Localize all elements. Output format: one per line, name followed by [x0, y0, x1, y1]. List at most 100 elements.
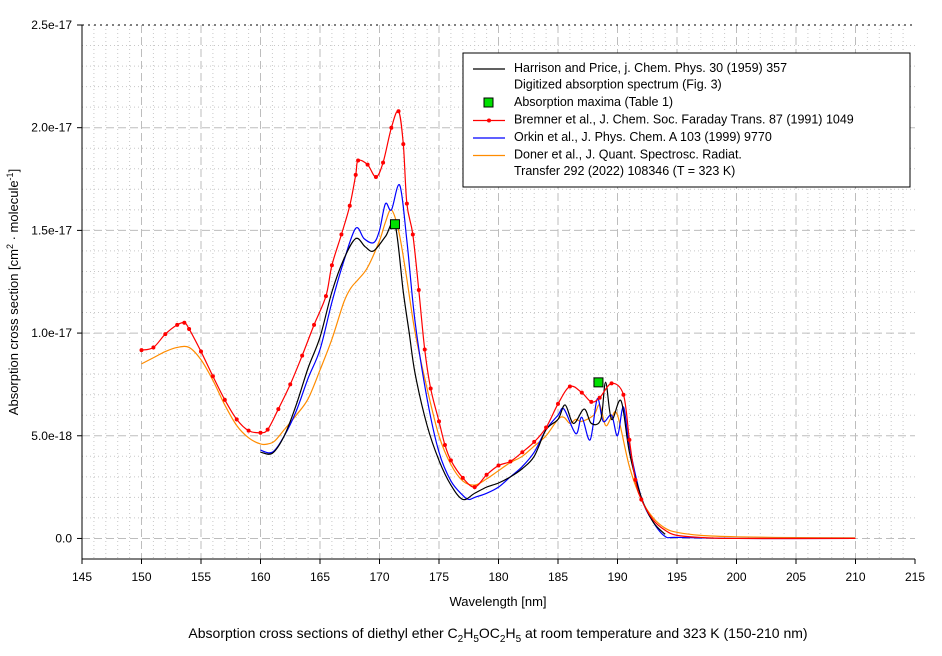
data-point-bremner	[532, 439, 537, 444]
y-tick-label: 1.0e-17	[31, 326, 72, 340]
data-point-bremner	[222, 397, 227, 402]
data-point-bremner	[437, 419, 441, 424]
data-point-bremner	[353, 172, 358, 177]
data-point-bremner	[460, 475, 465, 480]
y-tick-label: 0.0	[55, 531, 72, 545]
data-point-bremner	[404, 201, 409, 206]
legend-item: Doner et al., J. Quant. Spectrosc. Radia…	[473, 148, 742, 178]
x-tick-label: 175	[429, 570, 449, 584]
x-axis-label: Wavelength [nm]	[449, 594, 546, 609]
legend-label: Transfer 292 (2022) 108346 (T = 323 K)	[514, 164, 735, 178]
data-point-bremner	[520, 450, 525, 455]
data-point-bremner	[484, 472, 489, 477]
legend-item: Absorption maxima (Table 1)	[483, 95, 673, 109]
x-tick-label: 170	[369, 570, 389, 584]
data-point-bremner	[422, 347, 427, 352]
absorption-maximum-marker	[593, 377, 604, 388]
data-point-bremner	[258, 430, 263, 435]
x-tick-label: 180	[488, 570, 508, 584]
data-point-bremner	[246, 428, 251, 433]
x-tick-label: 145	[72, 570, 92, 584]
data-point-bremner	[589, 399, 594, 404]
data-point-bremner	[151, 345, 156, 350]
data-point-bremner	[579, 390, 584, 395]
legend-item: Harrison and Price, j. Chem. Phys. 30 (1…	[473, 61, 787, 92]
x-tick-label: 205	[786, 570, 806, 584]
data-point-bremner	[373, 174, 378, 179]
data-point-bremner	[210, 374, 215, 379]
data-point-bremner	[410, 232, 415, 237]
data-point-bremner	[312, 322, 317, 327]
data-point-bremner	[556, 401, 560, 406]
legend-label: Orkin et al., J. Phys. Chem. A 103 (1999…	[514, 130, 772, 144]
legend-label: Bremner et al., J. Chem. Soc. Faraday Tr…	[514, 113, 854, 127]
data-point-bremner	[633, 477, 638, 482]
data-point-bremner	[356, 158, 361, 163]
data-point-bremner	[163, 332, 168, 337]
x-tick-label: 150	[131, 570, 151, 584]
data-point-bremner	[175, 322, 180, 327]
x-tick-label: 165	[310, 570, 330, 584]
data-point-bremner	[389, 125, 394, 130]
x-tick-label: 185	[548, 570, 568, 584]
legend-marker-icon	[487, 118, 491, 123]
x-tick-label: 210	[845, 570, 865, 584]
legend-item: Bremner et al., J. Chem. Soc. Faraday Tr…	[473, 113, 854, 127]
legend: Harrison and Price, j. Chem. Phys. 30 (1…	[462, 52, 911, 188]
legend-label: Absorption maxima (Table 1)	[514, 95, 673, 109]
data-point-bremner	[265, 427, 270, 432]
data-point-bremner	[276, 407, 281, 412]
series-line-doner	[141, 209, 856, 539]
data-point-bremner	[300, 353, 305, 358]
chart-caption: Absorption cross sections of diethyl eth…	[188, 625, 807, 645]
legend-box	[462, 52, 911, 188]
series-layer	[139, 109, 856, 540]
x-tick-label: 195	[667, 570, 687, 584]
data-point-bremner	[401, 142, 406, 147]
data-point-bremner	[428, 386, 433, 391]
data-point-bremner	[442, 443, 447, 448]
data-point-bremner	[621, 392, 626, 397]
y-tick-label: 2.5e-17	[31, 18, 72, 32]
y-axis-label: Absorption cross section [cm2 · molecule…	[5, 169, 21, 415]
data-point-bremner	[597, 395, 602, 400]
x-tick-label: 160	[250, 570, 270, 584]
axes: 145 150 155 160 165 170 175 180 185 190 195 200 205 2…	[31, 18, 925, 584]
data-point-bremner	[396, 109, 401, 114]
absorption-maximum-marker	[389, 219, 400, 230]
data-point-bremner	[339, 232, 344, 237]
data-point-bremner	[567, 384, 572, 389]
data-point-bremner	[234, 417, 239, 422]
data-point-bremner	[182, 320, 187, 325]
data-point-bremner	[448, 458, 453, 463]
series-line-harrison	[260, 221, 666, 535]
data-point-bremner	[365, 162, 370, 167]
x-tick-label: 190	[607, 570, 627, 584]
legend-square-icon	[483, 97, 494, 108]
legend-item: Orkin et al., J. Phys. Chem. A 103 (1999…	[473, 130, 772, 144]
data-point-bremner	[288, 382, 293, 387]
data-point-bremner	[544, 425, 549, 430]
legend-label: Harrison and Price, j. Chem. Phys. 30 (1…	[514, 61, 787, 75]
data-point-bremner	[416, 287, 421, 292]
x-tick-label: 215	[905, 570, 925, 584]
y-tick-label: 5.0e-18	[31, 429, 72, 443]
x-tick-label: 155	[191, 570, 211, 584]
data-point-bremner	[627, 437, 632, 442]
legend-label: Digitized absorption spectrum (Fig. 3)	[514, 78, 722, 92]
y-tick-label: 2.0e-17	[31, 121, 72, 135]
data-point-bremner	[609, 381, 614, 386]
legend-label: Doner et al., J. Quant. Spectrosc. Radia…	[514, 148, 742, 162]
data-point-bremner	[472, 485, 477, 490]
series-line-orkin	[260, 184, 856, 540]
data-point-bremner	[508, 459, 513, 464]
data-point-bremner	[199, 349, 203, 354]
data-point-bremner	[187, 326, 192, 331]
data-point-bremner	[323, 294, 328, 299]
data-point-bremner	[639, 497, 644, 502]
y-tick-label: 1.5e-17	[31, 223, 72, 237]
data-point-bremner	[329, 263, 334, 268]
x-tick-label: 200	[726, 570, 746, 584]
data-point-bremner	[139, 348, 144, 353]
